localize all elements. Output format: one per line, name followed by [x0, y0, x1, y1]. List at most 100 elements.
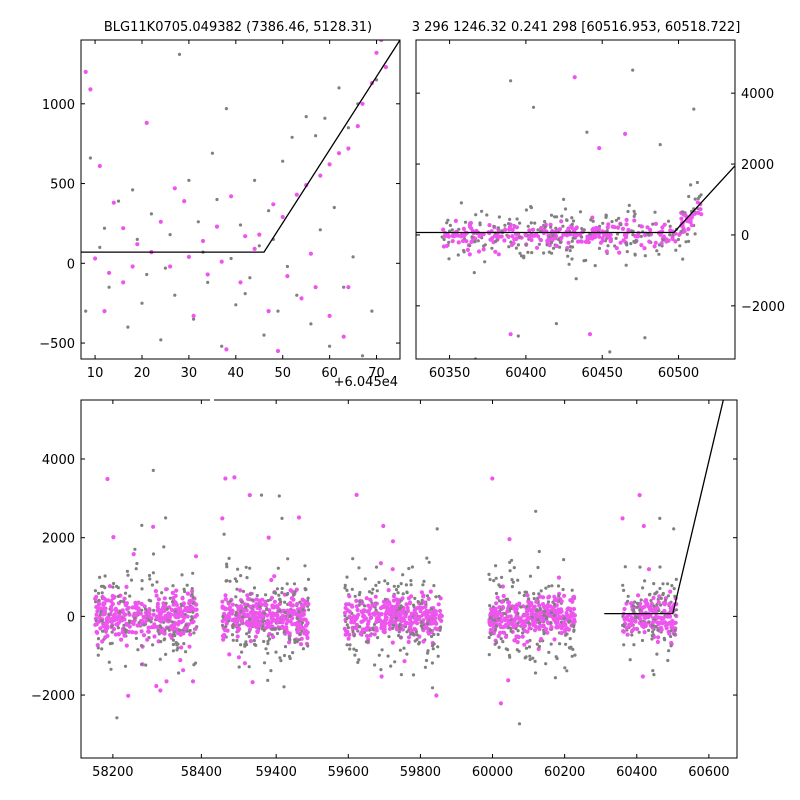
bottom-point-magenta: [275, 620, 280, 625]
top-right-point-gray: [629, 242, 633, 246]
bottom-point-gray: [532, 597, 536, 601]
top-left-point-magenta: [121, 226, 126, 231]
top-left-point-gray: [196, 220, 200, 224]
top-right-point-gray: [543, 219, 547, 224]
bottom-point-magenta: [406, 635, 412, 640]
bottom-point-gray: [432, 584, 436, 588]
bottom-point-gray: [155, 580, 159, 584]
bottom-point-gray: [550, 584, 554, 588]
bottom-point-gray: [517, 722, 522, 726]
bottom-point-gray: [401, 592, 405, 596]
bottom-point-magenta: [387, 611, 392, 617]
top-right-x-tick-label: 60500: [658, 366, 699, 381]
bottom-point-magenta: [95, 643, 100, 648]
top-left-point-gray: [257, 244, 261, 248]
bottom-point-magenta: [564, 626, 570, 631]
bottom-point-gray: [523, 590, 527, 594]
bottom-point-magenta: [655, 639, 661, 645]
bottom-point-magenta: [103, 606, 108, 611]
top-right-point-gray: [552, 246, 556, 250]
bottom-point-magenta: [234, 623, 239, 628]
bottom-point-gray: [185, 629, 189, 633]
top-right-point-magenta: [553, 236, 558, 241]
top-left-point-gray: [243, 292, 247, 296]
bottom-point-magenta: [622, 606, 627, 612]
bottom-point-magenta: [537, 626, 542, 632]
bottom-point-magenta: [496, 633, 501, 639]
top-left-x-tick-label: 50: [274, 366, 291, 381]
bottom-point-magenta: [397, 613, 403, 619]
bottom-point-gray: [262, 611, 266, 616]
bottom-point-gray: [237, 665, 241, 669]
top-right-point-gray: [529, 206, 534, 210]
top-right-point-magenta: [566, 240, 571, 245]
top-right-point-gray: [507, 222, 511, 226]
bottom-point-magenta: [267, 631, 272, 637]
bottom-point-magenta: [291, 612, 296, 617]
top-right-point-gray: [574, 277, 578, 281]
bottom-point-magenta: [640, 674, 646, 679]
top-right-point-gray: [514, 246, 519, 250]
bottom-point-gray: [416, 600, 420, 604]
bottom-point-magenta: [512, 638, 517, 643]
bottom-point-magenta: [648, 613, 653, 618]
top-left-model-line: [81, 40, 400, 253]
bottom-point-gray: [673, 613, 677, 617]
top-right-point-gray: [536, 228, 540, 232]
top-right-point-magenta: [481, 247, 486, 252]
top-left-point-gray: [285, 264, 289, 269]
top-left-point-magenta: [252, 246, 257, 251]
bottom-point-gray: [631, 608, 636, 612]
bottom-point-gray: [639, 598, 643, 602]
bottom-point-gray: [275, 587, 279, 591]
bottom-point-gray: [374, 565, 379, 569]
bottom-point-magenta: [384, 600, 389, 605]
bottom-point-magenta: [122, 617, 127, 622]
bottom-point-gray: [537, 621, 542, 625]
top-right-point-gray: [448, 223, 452, 227]
bottom-point-gray: [555, 656, 559, 661]
top-left-point-magenta: [182, 199, 187, 204]
top-right-point-gray: [631, 233, 635, 237]
bottom-point-gray: [231, 622, 235, 627]
top-right-point-gray: [492, 224, 496, 228]
bottom-point-gray: [423, 665, 427, 669]
bottom-point-magenta: [138, 611, 143, 616]
top-right-point-magenta: [606, 222, 611, 227]
bottom-point-gray: [494, 591, 499, 596]
bottom-point-magenta: [525, 612, 530, 617]
bottom-point-magenta: [251, 619, 256, 624]
top-right-point-magenta: [514, 225, 520, 230]
bottom-point-gray: [163, 637, 167, 641]
bottom-point-magenta: [409, 611, 414, 616]
bottom-point-magenta: [171, 623, 177, 628]
bottom-point-magenta: [269, 616, 274, 621]
top-right-point-gray: [570, 257, 574, 261]
top-right-point-magenta: [692, 211, 697, 216]
top-right-point-magenta: [670, 236, 675, 241]
bottom-point-gray: [171, 600, 175, 604]
top-right-point-gray: [578, 210, 583, 214]
top-right-point-gray: [608, 350, 612, 354]
bottom-point-magenta: [514, 607, 519, 612]
bottom-point-gray: [424, 658, 429, 663]
bottom-point-gray: [168, 596, 172, 600]
top-right-point-gray: [442, 237, 446, 242]
bottom-point-gray: [571, 647, 575, 652]
bottom-point-gray: [405, 630, 409, 634]
top-left-point-gray: [229, 256, 233, 261]
top-right-point-magenta: [568, 232, 573, 237]
bottom-point-magenta: [505, 622, 510, 627]
bottom-point-magenta: [572, 619, 577, 624]
bottom-point-gray: [386, 582, 390, 586]
bottom-point-gray: [374, 583, 378, 588]
bottom-point-gray: [278, 609, 282, 613]
bottom-point-gray: [107, 660, 111, 664]
bottom-point-gray: [430, 686, 435, 690]
bottom-point-gray: [411, 673, 416, 677]
bottom-point-gray: [425, 594, 430, 598]
bottom-point-gray: [282, 630, 286, 634]
bottom-point-gray: [144, 663, 148, 667]
bottom-point-magenta: [385, 604, 390, 609]
bottom-point-gray: [276, 566, 280, 570]
